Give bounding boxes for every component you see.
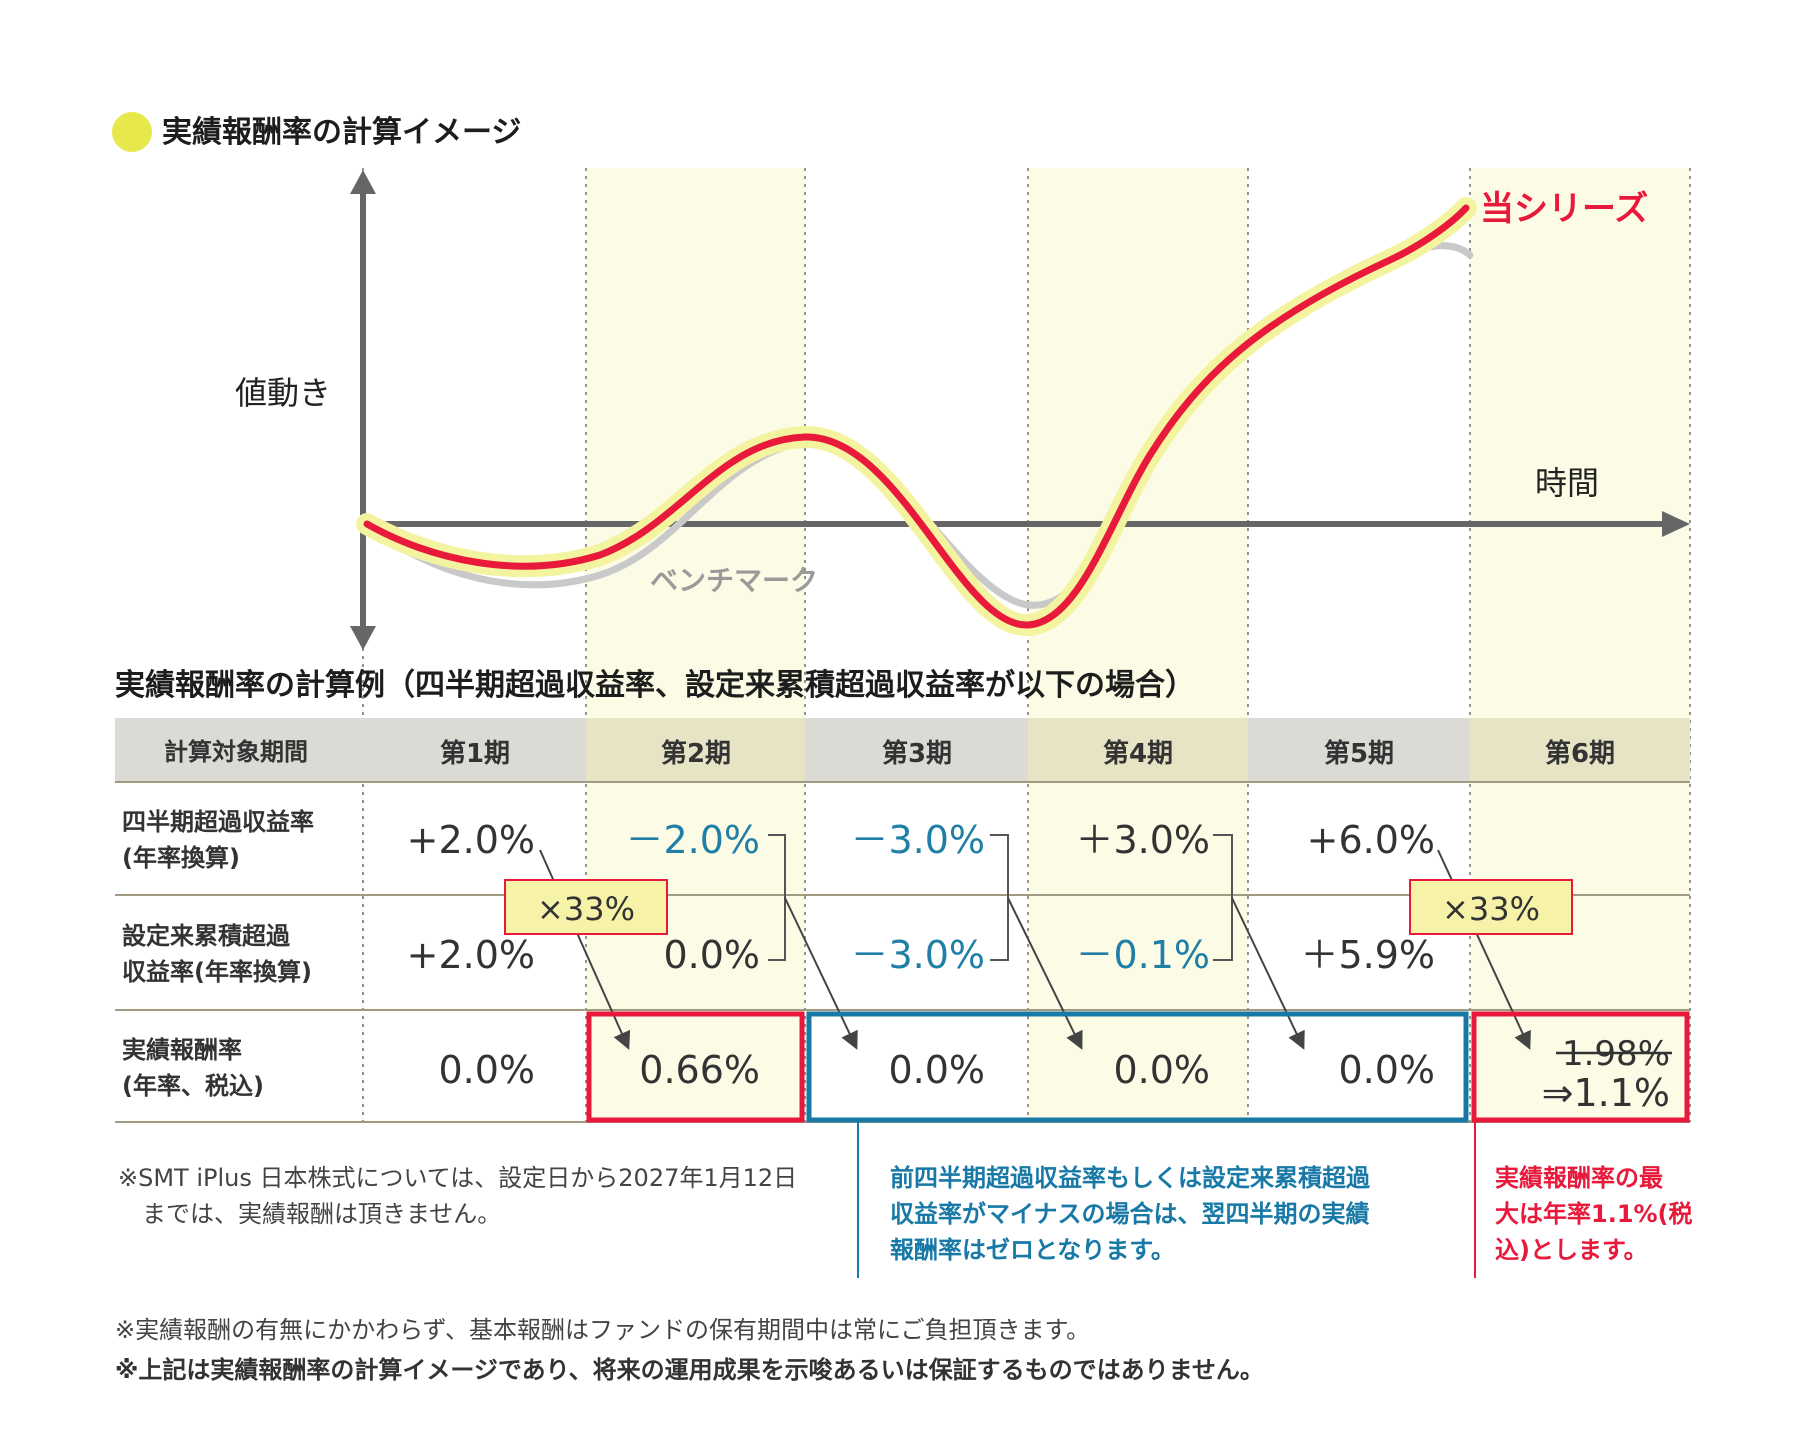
series-line: [363, 204, 1470, 629]
cell-value: 0.0%: [1113, 1048, 1210, 1092]
period-header: 第6期: [1545, 738, 1615, 769]
cell-value: 0.0%: [888, 1048, 985, 1092]
cell-value: －3.0%: [850, 818, 985, 862]
title-dot-icon: [112, 112, 152, 152]
cell-value: －3.0%: [850, 933, 985, 977]
benchmark-label: ベンチマーク: [650, 564, 818, 597]
series-label: 当シリーズ: [1480, 189, 1648, 229]
note-line: 収益率がマイナスの場合は、翌四半期の実績: [890, 1200, 1370, 1228]
row-label: 実績報酬率: [122, 1036, 242, 1064]
table-header-bg: [115, 718, 1690, 782]
period-header: 第2期: [661, 738, 731, 769]
note-line: までは、実績報酬は頂きません。: [118, 1200, 502, 1228]
cell-value: +2.0%: [407, 818, 535, 862]
capped-value: ⇒1.1%: [1542, 1071, 1670, 1115]
fee-box-period-6: [1471, 1011, 1690, 1123]
period6-fee: 1.98% ⇒1.1%: [1542, 1034, 1672, 1115]
period-header: 第3期: [882, 738, 952, 769]
negative-note: 前四半期超過収益率もしくは設定来累積超過 収益率がマイナスの場合は、翌四半期の実…: [890, 1160, 1370, 1268]
cap-note: 実績報酬率の最 大は年率1.1%(税 込)とします。: [1495, 1160, 1693, 1268]
cell-value: ＋5.9%: [1300, 933, 1435, 977]
period-header: 第4期: [1103, 738, 1173, 769]
note-line: ※SMT iPlus 日本株式については、設定日から2027年1月12日: [118, 1164, 798, 1192]
chart-axes: [350, 170, 1690, 650]
row-labels: 四半期超過収益率 (年率換算) 設定来累積超過 収益率(年率換算) 実績報酬率 …: [122, 808, 314, 1100]
row-quarterly-values: +2.0% －2.0% －3.0% ＋3.0% +6.0%: [407, 818, 1435, 862]
row-label: (年率、税込): [122, 1072, 264, 1100]
cell-value: 0.0%: [438, 1048, 535, 1092]
multiplier-badge: ×33%: [1409, 879, 1573, 935]
footnotes: ※実績報酬の有無にかかわらず、基本報酬はファンドの保有期間中は常にご負担頂きます…: [115, 1310, 1264, 1390]
row-label: 設定来累積超過: [122, 922, 291, 950]
row-label: (年率換算): [122, 844, 240, 872]
note-line: 込)とします。: [1495, 1236, 1648, 1264]
note-line: 前四半期超過収益率もしくは設定来累積超過: [890, 1164, 1370, 1192]
cell-value: ＋3.0%: [1075, 818, 1210, 862]
y-axis-label: 値動き: [235, 374, 331, 412]
period-header: 第1期: [440, 738, 510, 769]
note-line: 実績報酬率の最: [1495, 1164, 1663, 1192]
period-headers: 第1期 第2期 第3期 第4期 第5期 第6期: [440, 738, 1615, 769]
cell-value: 0.66%: [639, 1048, 760, 1092]
table-title: 実績報酬率の計算例（四半期超過収益率、設定来累積超過収益率が以下の場合）: [115, 668, 1195, 703]
row-fee-values: 0.0% 0.66% 0.0% 0.0% 0.0%: [438, 1048, 1435, 1092]
row-label: 四半期超過収益率: [122, 808, 314, 836]
x-axis-label: 時間: [1535, 464, 1599, 502]
cell-value: －2.0%: [625, 818, 760, 862]
note-line: 報酬率はゼロとなります。: [890, 1236, 1175, 1264]
setup-note: ※SMT iPlus 日本株式については、設定日から2027年1月12日 までは…: [118, 1160, 797, 1232]
cell-value: －0.1%: [1075, 933, 1210, 977]
row-label: 収益率(年率換算): [122, 958, 312, 986]
footnote: ※実績報酬の有無にかかわらず、基本報酬はファンドの保有期間中は常にご負担頂きます…: [115, 1316, 1091, 1344]
band-period-4: [1028, 168, 1248, 1120]
band-period-2: [586, 168, 805, 1120]
cell-value: +2.0%: [407, 933, 535, 977]
footnote: ※上記は実績報酬率の計算イメージであり、将来の運用成果を示唆あるいは保証するもの…: [115, 1356, 1264, 1384]
fee-box-period-2: [586, 1011, 805, 1123]
cell-value: 0.0%: [1338, 1048, 1435, 1092]
note-line: 大は年率1.1%(税: [1495, 1200, 1693, 1228]
svg-text:×33%: ×33%: [1442, 890, 1540, 928]
cell-value: 0.0%: [663, 933, 760, 977]
brackets: [768, 834, 1233, 961]
period-header: 第5期: [1324, 738, 1394, 769]
multiplier-badge: ×33%: [504, 879, 668, 935]
fee-box-periods-3-5: [806, 1011, 1469, 1123]
band-period-6: [1470, 168, 1690, 1120]
series-line-glow: [356, 197, 1477, 636]
page-title: 実績報酬率の計算イメージ: [162, 115, 521, 150]
header-label: 計算対象期間: [164, 738, 308, 766]
row-cumulative-values: +2.0% 0.0% －3.0% －0.1% ＋5.9%: [407, 933, 1435, 977]
cell-value: +6.0%: [1307, 818, 1435, 862]
svg-text:×33%: ×33%: [537, 890, 635, 928]
